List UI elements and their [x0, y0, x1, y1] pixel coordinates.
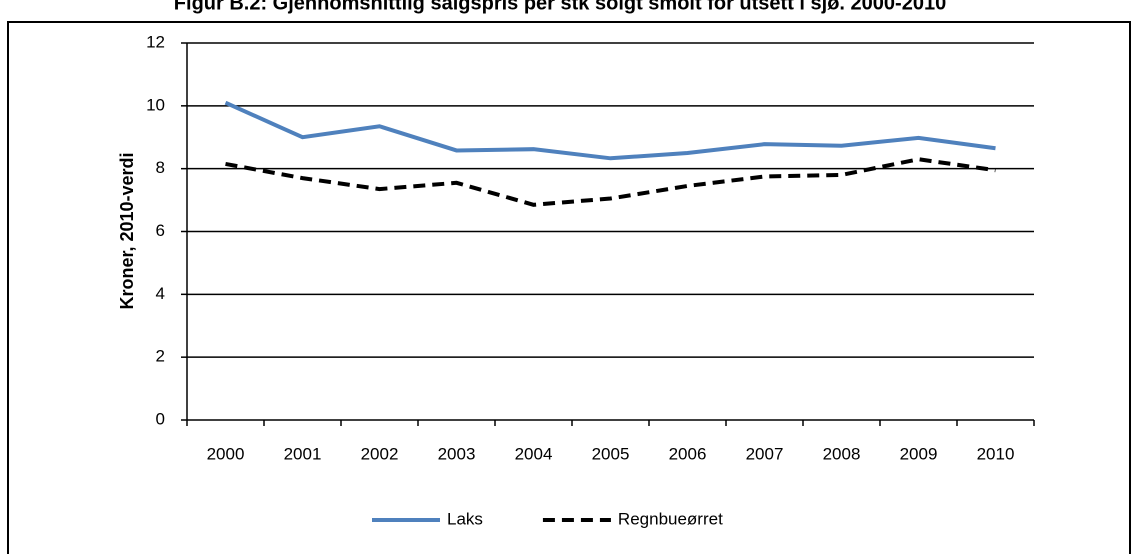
y-tick-label: 8 [156, 158, 165, 177]
chart-title: Figur B.2: Gjennomsnittlig salgspris per… [174, 0, 946, 14]
x-tick-label: 2006 [669, 444, 707, 463]
series-line [224, 100, 996, 161]
y-tick-label: 6 [156, 221, 165, 240]
x-tick-label: 2003 [438, 444, 476, 463]
legend-label: Regnbueørret [618, 509, 723, 528]
y-tick-label: 0 [156, 409, 165, 428]
series-line [225, 157, 996, 207]
y-tick-label: 2 [156, 347, 165, 366]
x-tick-label: 2002 [361, 444, 399, 463]
x-tick-label: 2001 [284, 444, 322, 463]
y-tick-label: 4 [156, 284, 165, 303]
x-tick-label: 2007 [746, 444, 784, 463]
x-tick-label: 2008 [823, 444, 861, 463]
x-tick-label: 2005 [592, 444, 630, 463]
x-tick-label: 2010 [977, 444, 1015, 463]
y-tick-label: 10 [146, 95, 165, 114]
x-tick-label: 2000 [207, 444, 245, 463]
y-axis-label: Kroner, 2010-verdi [117, 152, 137, 309]
x-tick-label: 2009 [900, 444, 938, 463]
chart-frame [7, 21, 1131, 554]
x-tick-label: 2004 [515, 444, 553, 463]
legend-label: Laks [447, 509, 483, 528]
y-tick-label: 12 [146, 32, 165, 51]
